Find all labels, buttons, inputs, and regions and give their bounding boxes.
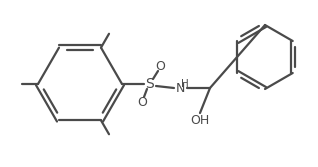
Text: O: O <box>155 59 165 72</box>
Text: N: N <box>175 81 185 95</box>
Text: S: S <box>146 77 154 91</box>
Text: OH: OH <box>190 115 210 127</box>
Text: H: H <box>181 79 189 89</box>
Text: O: O <box>137 96 147 109</box>
